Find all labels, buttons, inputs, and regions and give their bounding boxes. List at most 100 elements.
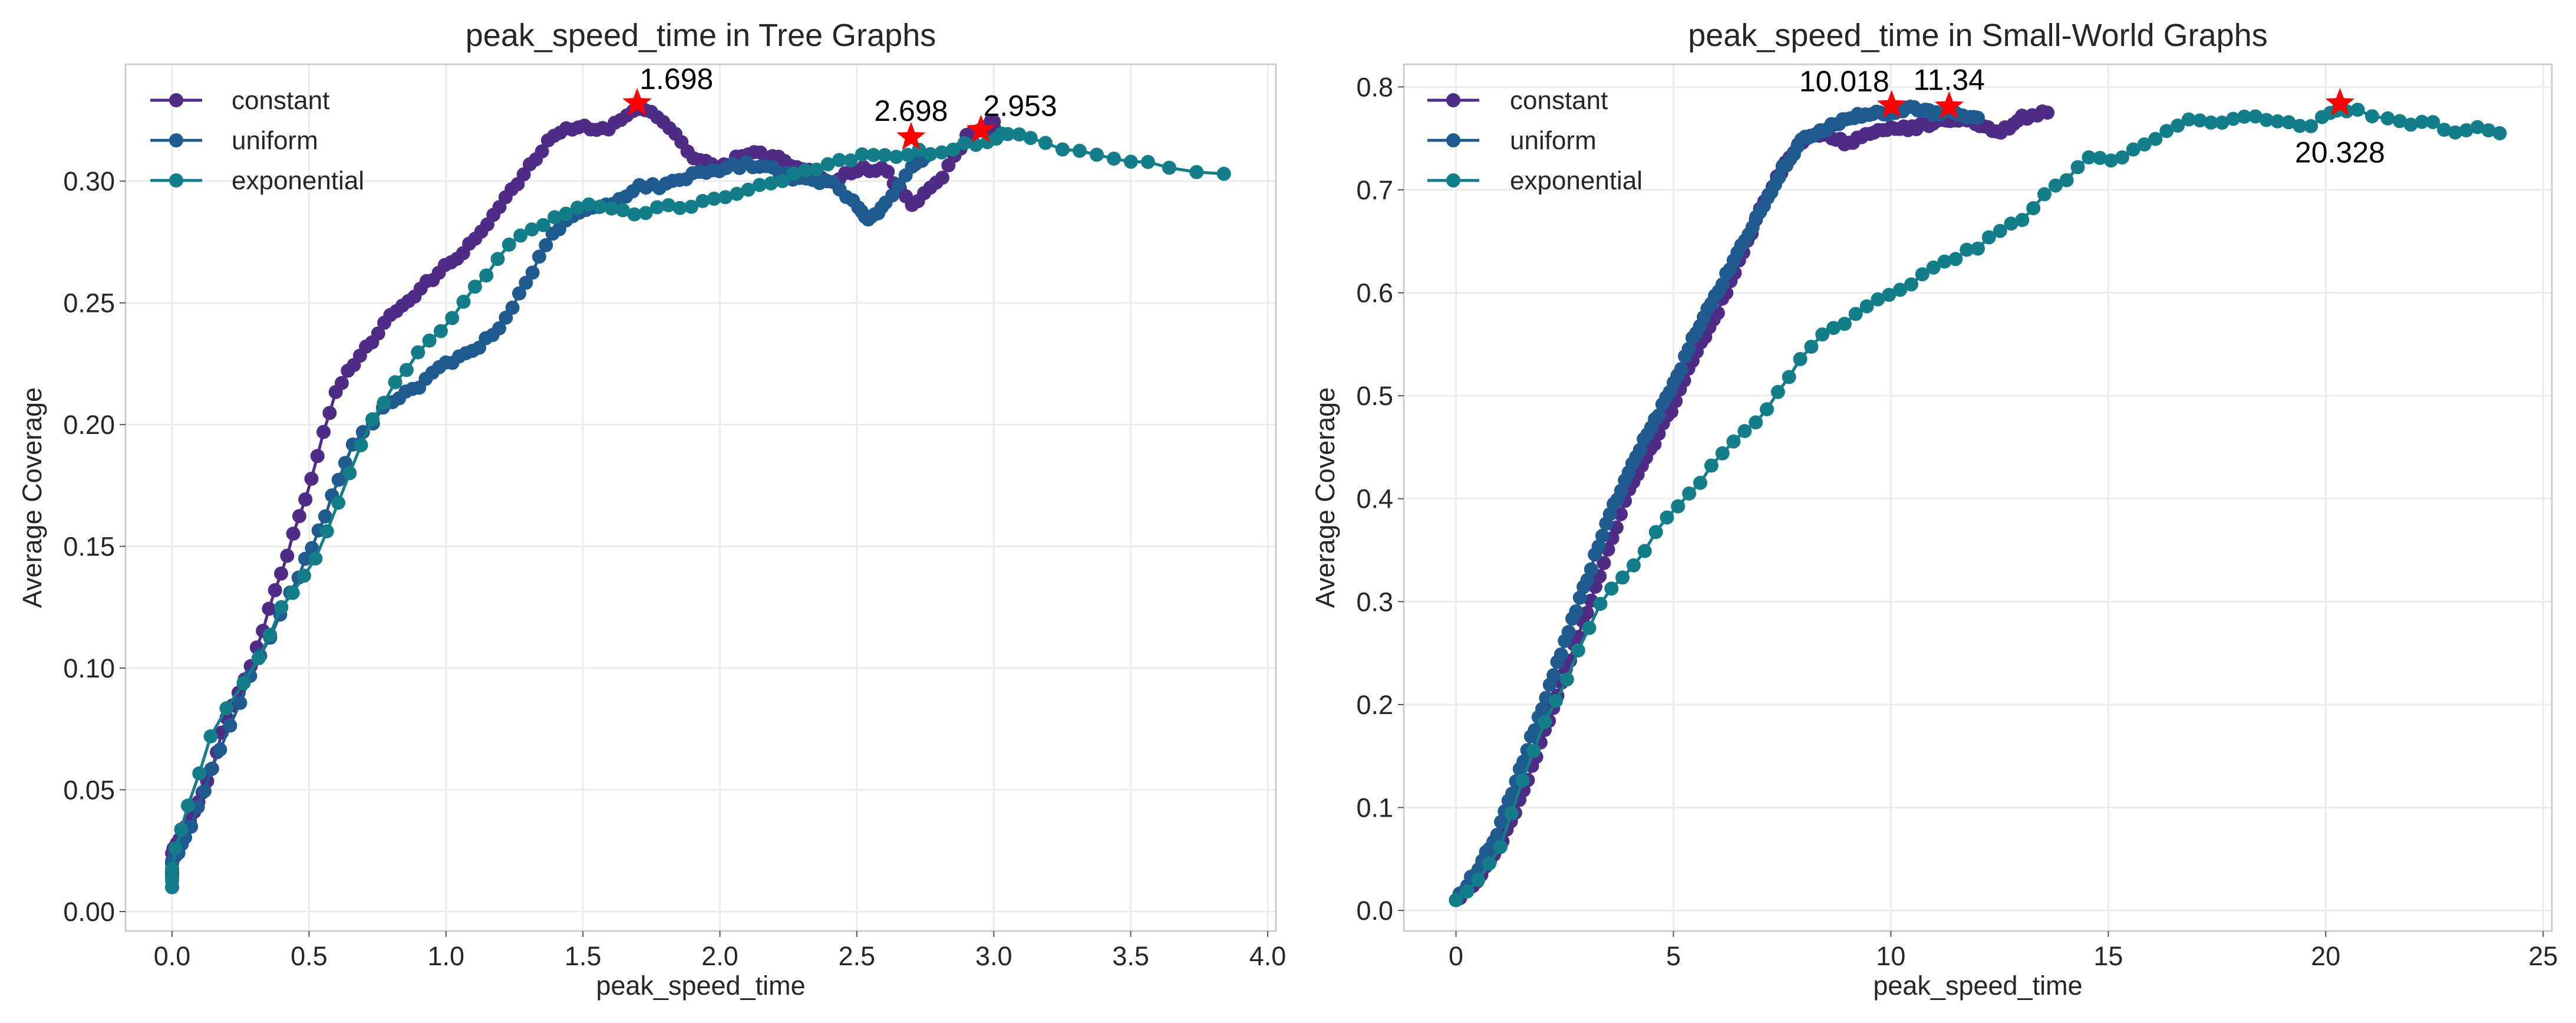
data-point-exponential [2304, 119, 2318, 133]
legend-marker-uniform [169, 133, 183, 147]
data-point-exponential [1848, 307, 1863, 321]
data-point-exponential [285, 585, 300, 600]
data-point-exponential [2403, 117, 2418, 132]
data-point-constant [274, 566, 288, 581]
data-point-exponential [411, 345, 426, 360]
data-point-exponential [1571, 643, 1585, 657]
data-point-exponential [2237, 109, 2252, 124]
peak-star-exponential [2325, 88, 2355, 116]
data-point-exponential [1682, 486, 1697, 501]
chart-tree-graphs: 1.698 2.698 2.953 0.0 0.5 1.0 1.5 2.0 2.5 3.0 3.5… [17, 18, 1286, 1001]
data-point-exponential [752, 177, 767, 192]
data-point-exponential [1449, 893, 1463, 907]
data-point-exponential [1593, 597, 1608, 611]
data-point-exponential [1627, 558, 1641, 573]
data-point-constant [298, 492, 313, 506]
data-point-exponential [2015, 213, 2030, 228]
peak-markers: 10.018 11.34 20.328 [1799, 64, 2385, 169]
peak-star-exponential [966, 114, 996, 143]
data-point-exponential [866, 147, 881, 162]
peak-label-exponential: 20.328 [2295, 136, 2385, 169]
data-point-uniform [1553, 647, 1568, 662]
data-point-uniform [223, 718, 238, 733]
x-tick-label: 1.5 [565, 941, 602, 971]
data-point-uniform [1772, 170, 1786, 185]
data-point-exponential [536, 218, 550, 232]
data-point-exponential [263, 627, 278, 642]
data-point-constant [1614, 507, 1628, 521]
data-point-exponential [2215, 116, 2229, 130]
data-point-exponential [180, 798, 195, 813]
y-tick-label: 0.7 [1356, 175, 1393, 205]
y-tick-label: 0.15 [63, 532, 115, 562]
data-point-exponential [1216, 166, 1231, 181]
data-point-exponential [1937, 254, 1952, 269]
data-point-exponential [2048, 178, 2063, 193]
data-point-exponential [1770, 384, 1785, 399]
legend: constant uniform exponential [150, 86, 364, 195]
data-point-exponential [1604, 581, 1619, 596]
data-point-exponential [786, 166, 801, 181]
data-point-uniform [1569, 604, 1584, 619]
data-point-exponential [513, 228, 528, 243]
data-point-exponential [843, 153, 858, 168]
y-tick-label: 0.20 [63, 410, 115, 440]
data-point-exponential [2437, 123, 2452, 137]
data-point-uniform [233, 696, 248, 710]
data-point-uniform [539, 238, 553, 252]
data-point-uniform [1674, 361, 1688, 376]
data-point-exponential [1749, 415, 1763, 430]
data-point-exponential [319, 524, 334, 538]
data-point-constant [371, 326, 385, 341]
data-point-exponential [1981, 230, 1996, 245]
data-point-exponential [2093, 150, 2107, 165]
data-point-exponential [935, 145, 949, 160]
data-point-exponential [2415, 114, 2429, 129]
legend-marker-exponential [1446, 173, 1460, 188]
data-point-exponential [878, 148, 892, 163]
data-point-exponential [650, 200, 664, 215]
chart-small-world-graphs: 10.018 11.34 20.328 0 5 10 15 20 25 0.0 0.1 0.2 0.3… [1310, 18, 2558, 1001]
y-axis-label: Average Coverage [1310, 387, 1340, 608]
y-tick-label: 0.1 [1356, 792, 1393, 823]
data-point-exponential [1726, 434, 1741, 449]
data-point-exponential [1948, 252, 1963, 267]
data-point-exponential [236, 676, 251, 690]
x-tick-label: 5 [1666, 941, 1681, 971]
data-point-exponential [672, 200, 687, 215]
data-point-uniform [318, 509, 332, 524]
x-tick-label: 0 [1449, 941, 1463, 971]
x-tick-label: 0.0 [154, 941, 191, 971]
data-point-exponential [2148, 131, 2163, 146]
data-point-exponential [1582, 621, 1597, 635]
data-point-exponential [593, 199, 608, 214]
data-point-uniform [1490, 827, 1505, 842]
data-point-exponential [1915, 267, 1929, 282]
data-point-uniform [492, 321, 506, 335]
data-point-exponential [1815, 327, 1830, 342]
data-point-exponential [1704, 458, 1719, 473]
data-point-constant [334, 376, 349, 390]
data-point-exponential [2104, 153, 2119, 168]
peak-label-constant: 1.698 [639, 63, 713, 96]
data-point-exponential [1859, 299, 1874, 314]
data-point-exponential [684, 199, 698, 214]
data-point-exponential [1904, 277, 1918, 292]
data-point-uniform [1535, 702, 1550, 716]
data-point-exponential [1526, 744, 1541, 758]
y-axis-label: Average Coverage [17, 387, 47, 608]
data-point-exponential [923, 147, 938, 162]
peak-star-constant [622, 88, 652, 116]
data-point-exponential [490, 252, 505, 267]
data-point-exponential [1837, 317, 1852, 331]
data-point-exponential [1001, 127, 1015, 142]
data-point-exponential [718, 190, 733, 205]
data-point-uniform [331, 472, 346, 487]
data-point-exponential [1648, 525, 1663, 540]
data-point-exponential [1559, 672, 1574, 687]
y-tick-label: 0.3 [1356, 587, 1393, 617]
data-point-exponential [2293, 119, 2307, 133]
x-tick-label: 1.0 [427, 941, 464, 971]
data-point-exponential [388, 375, 403, 390]
data-point-uniform [1572, 590, 1587, 605]
